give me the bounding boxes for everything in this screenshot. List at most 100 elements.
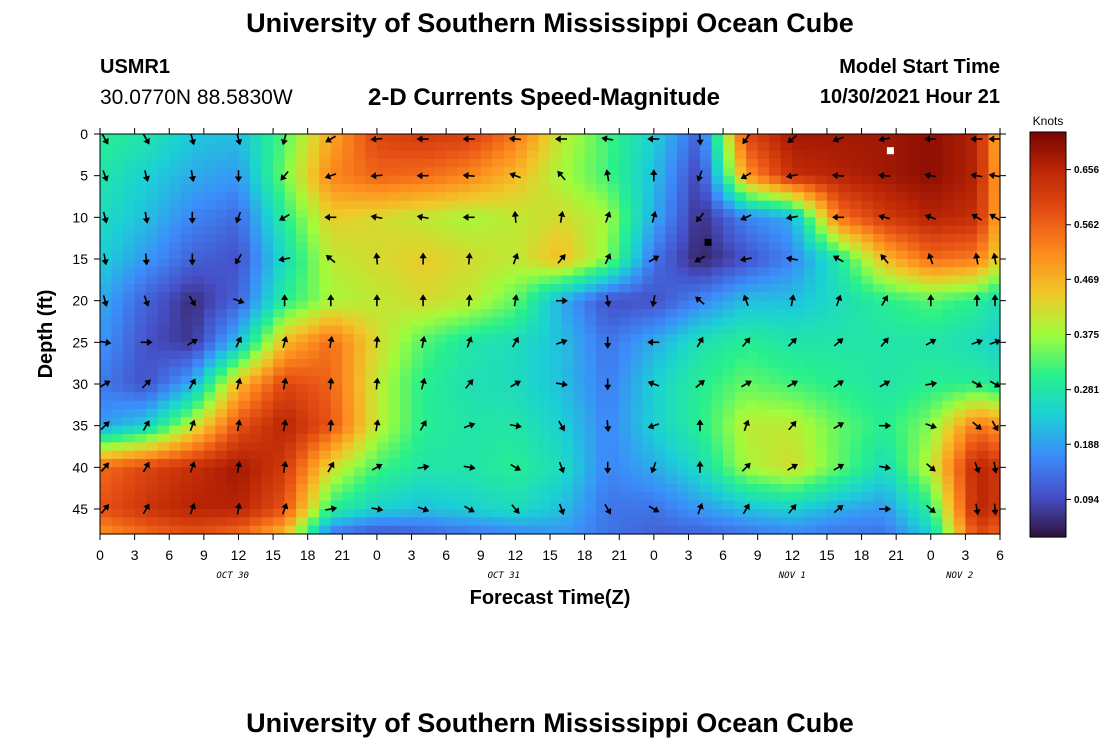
heatmap-cell	[342, 492, 355, 502]
colorbar-tick-label: 0.188	[1074, 440, 1099, 451]
heatmap-cell	[619, 317, 632, 327]
heatmap-cell	[503, 159, 516, 168]
current-arrow	[234, 211, 242, 224]
heatmap-cell	[515, 509, 528, 518]
heatmap-cell	[723, 359, 736, 368]
heatmap-cell	[919, 425, 932, 435]
heatmap-cell	[976, 459, 990, 468]
heatmap-cell	[630, 417, 643, 427]
heatmap-cell	[723, 500, 736, 510]
heatmap-cell	[803, 209, 816, 218]
heatmap-cell	[434, 234, 447, 243]
heatmap-cell	[688, 442, 701, 452]
heatmap-cell	[296, 384, 309, 393]
heatmap-cell	[642, 334, 655, 343]
heatmap-cell	[896, 475, 909, 485]
heatmap-cell	[780, 425, 793, 435]
heatmap-cell	[526, 184, 540, 193]
heatmap-cell	[400, 500, 413, 510]
heatmap-cell	[873, 475, 886, 485]
heatmap-cell	[826, 200, 840, 210]
heatmap-cell	[284, 400, 297, 410]
heatmap-cell	[376, 492, 390, 502]
heatmap-cell	[538, 150, 551, 160]
heatmap-cell	[642, 484, 655, 493]
heatmap-cell	[446, 259, 459, 268]
heatmap-cell	[988, 517, 1001, 527]
heatmap-cell	[480, 250, 493, 260]
heatmap-cell	[746, 167, 759, 177]
heatmap-cell	[180, 209, 193, 218]
heatmap-cell	[353, 442, 366, 452]
current-arrow	[878, 172, 891, 180]
heatmap-cell	[653, 259, 666, 268]
heatmap-cell	[861, 309, 874, 318]
heatmap-cell	[307, 409, 320, 418]
heatmap-cell	[123, 175, 136, 185]
heatmap-cell	[746, 475, 759, 485]
heatmap-cell	[180, 309, 193, 318]
heatmap-cell	[526, 425, 540, 435]
x-tick-label: 3	[408, 547, 416, 563]
heatmap-cell	[630, 459, 643, 468]
heatmap-cell	[550, 392, 563, 402]
heatmap-cell	[134, 475, 147, 485]
heatmap-cell	[157, 267, 170, 277]
heatmap-cell	[826, 434, 840, 443]
heatmap-cell	[226, 492, 240, 502]
heatmap-cell	[838, 317, 851, 327]
heatmap-cell	[400, 200, 413, 210]
heatmap-cell	[503, 325, 516, 335]
heatmap-cell	[457, 350, 470, 360]
colorbar-segment	[1030, 506, 1066, 511]
heatmap-cell	[319, 209, 332, 218]
heatmap-cell	[630, 325, 643, 335]
heatmap-cell	[492, 325, 505, 335]
heatmap-cell	[411, 492, 424, 502]
heatmap-cell	[584, 275, 597, 285]
heatmap-cell	[330, 425, 343, 435]
heatmap-cell	[388, 475, 401, 485]
heatmap-cell	[434, 142, 447, 152]
heatmap-cell	[688, 350, 701, 360]
heatmap-cell	[688, 359, 701, 368]
heatmap-cell	[850, 242, 863, 252]
heatmap-cell	[515, 134, 528, 143]
heatmap-cell	[526, 309, 540, 318]
heatmap-cell	[861, 350, 874, 360]
heatmap-cell	[676, 300, 690, 310]
heatmap-cell	[596, 209, 609, 218]
colorbar-segment	[1030, 496, 1066, 501]
heatmap-cell	[526, 350, 540, 360]
colorbar-segment	[1030, 415, 1066, 420]
y-tick-label: 40	[72, 459, 88, 475]
heatmap-cell	[296, 292, 309, 302]
current-arrow	[647, 338, 660, 346]
heatmap-cell	[965, 200, 978, 210]
heatmap-cell	[342, 167, 355, 177]
heatmap-cell	[873, 217, 886, 227]
current-arrow	[511, 294, 520, 307]
heatmap-cell	[400, 192, 413, 202]
heatmap-cell	[157, 200, 170, 210]
heatmap-cell	[146, 284, 159, 293]
heatmap-cell	[930, 342, 943, 352]
colorbar-segment	[1030, 226, 1066, 231]
heatmap-cell	[734, 217, 747, 227]
heatmap-cell	[215, 475, 228, 485]
colorbar-segment	[1030, 135, 1066, 140]
heatmap-cell	[815, 209, 828, 218]
heatmap-cell	[469, 450, 482, 460]
heatmap-cell	[296, 467, 309, 477]
heatmap-cell	[319, 467, 332, 477]
heatmap-cell	[965, 325, 978, 335]
heatmap-cell	[503, 434, 516, 443]
heatmap-cell	[850, 417, 863, 427]
heatmap-cell	[711, 259, 724, 268]
heatmap-cell	[365, 259, 378, 268]
heatmap-cell	[376, 450, 390, 460]
heatmap-cell	[515, 184, 528, 193]
heatmap-cell	[873, 367, 886, 377]
heatmap-cell	[411, 450, 424, 460]
